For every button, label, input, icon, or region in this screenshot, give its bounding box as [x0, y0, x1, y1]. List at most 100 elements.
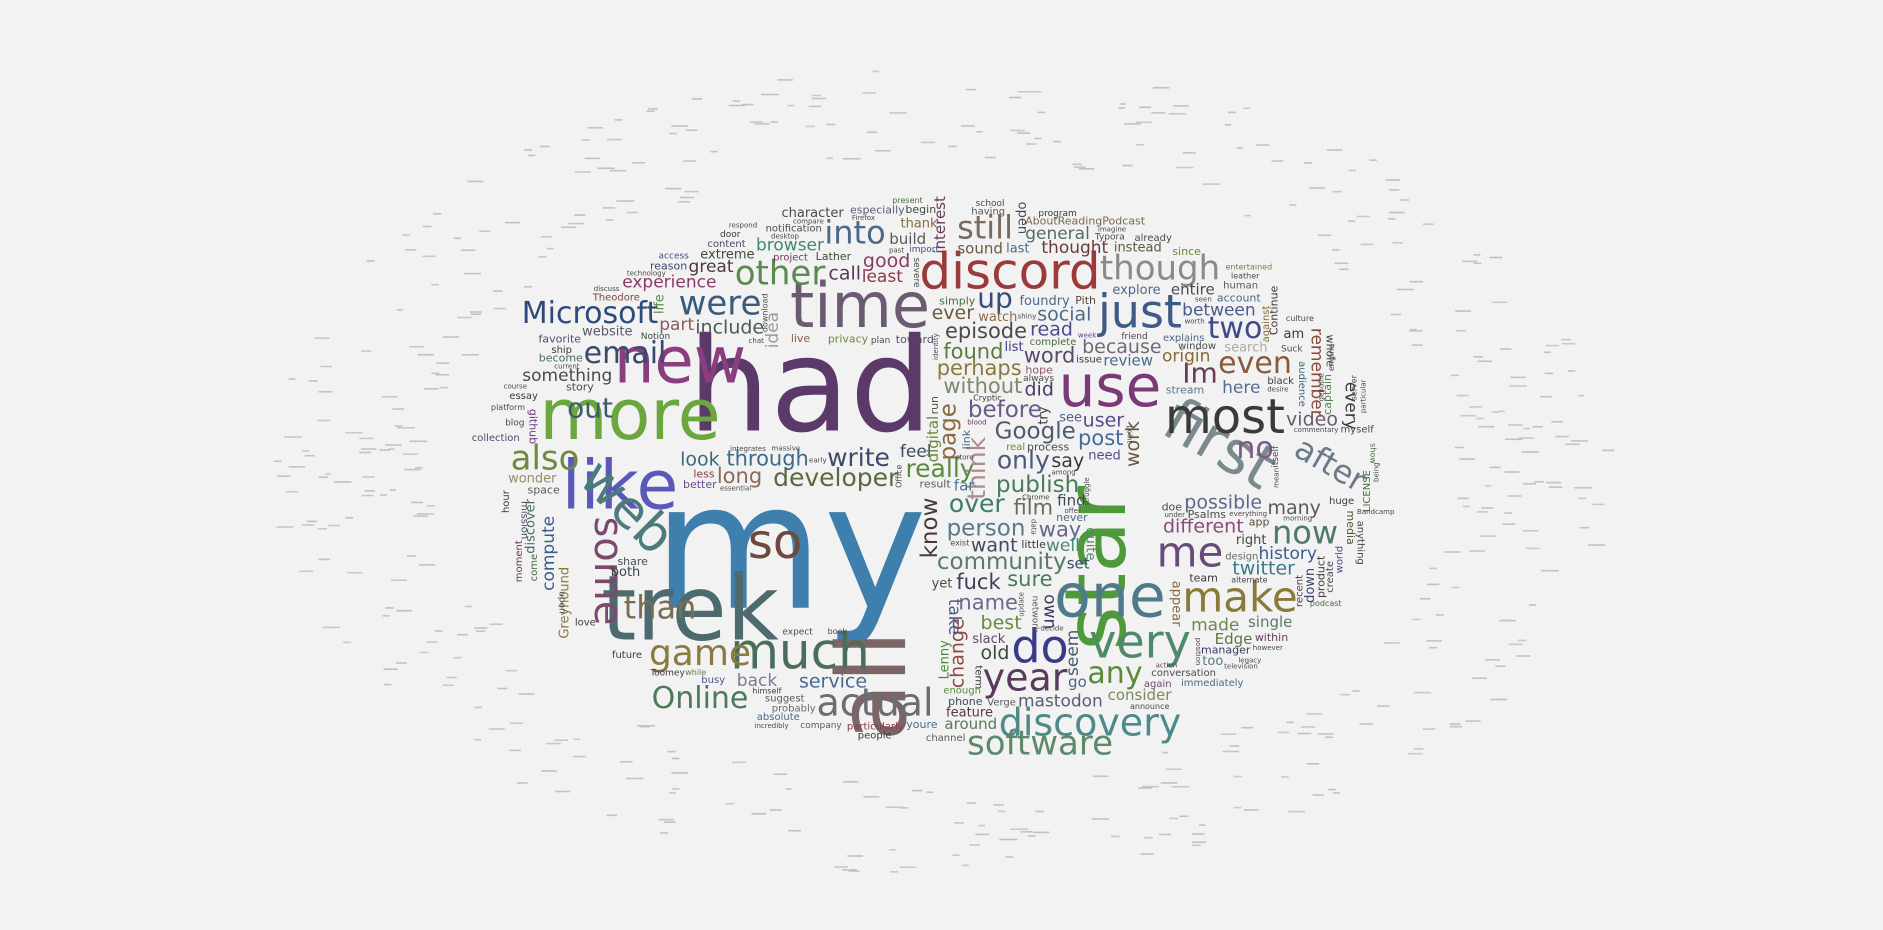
cloud-word: change — [947, 618, 969, 688]
cloud-speck — [911, 789, 923, 792]
cloud-word: am — [1283, 327, 1304, 342]
cloud-word: morning — [1283, 515, 1312, 523]
cloud-speck — [683, 160, 696, 162]
cloud-word: whole — [1323, 335, 1336, 368]
cloud-word: shiny — [1018, 313, 1037, 321]
cloud-word: enough — [943, 686, 981, 697]
cloud-speck — [1449, 723, 1461, 725]
cloud-speck — [453, 237, 462, 240]
cloud-word: yet — [932, 576, 953, 591]
cloud-speck — [1202, 183, 1220, 185]
cloud-word: everything — [1229, 510, 1267, 518]
cloud-speck — [640, 726, 650, 728]
cloud-speck — [1152, 87, 1170, 89]
cloud-speck — [1422, 223, 1434, 225]
cloud-speck — [1339, 268, 1349, 271]
cloud-word: seen — [1195, 296, 1212, 304]
cloud-speck — [1325, 736, 1333, 738]
cloud-word: without — [943, 374, 1022, 398]
cloud-speck — [1455, 329, 1467, 332]
cloud-speck — [1334, 262, 1349, 265]
cloud-speck — [646, 110, 655, 112]
cloud-speck — [474, 706, 482, 709]
cloud-speck — [1507, 495, 1522, 497]
cloud-speck — [1578, 497, 1587, 500]
cloud-speck — [672, 757, 680, 760]
cloud-word: person — [947, 516, 1026, 542]
cloud-speck — [826, 157, 834, 160]
cloud-speck — [952, 854, 960, 856]
cloud-word: one — [1054, 561, 1166, 631]
cloud-speck — [1332, 792, 1340, 794]
cloud-word: Psalms — [1188, 508, 1227, 521]
cloud-speck — [318, 391, 333, 393]
cloud-speck — [1173, 105, 1189, 107]
cloud-speck — [1286, 721, 1294, 724]
cloud-word: app — [1249, 515, 1270, 528]
cloud-word: massive — [771, 445, 800, 453]
cloud-speck — [1399, 199, 1410, 201]
cloud-speck — [360, 448, 377, 450]
cloud-word: while — [685, 668, 706, 677]
cloud-word: itself — [1271, 445, 1281, 468]
cloud-speck — [1561, 338, 1571, 341]
cloud-speck — [1369, 159, 1377, 161]
cloud-word: still — [957, 209, 1013, 247]
cloud-speck — [1473, 254, 1481, 256]
cloud-word: last — [1006, 241, 1029, 256]
cloud-word: entire — [1171, 281, 1215, 299]
cloud-speck — [464, 605, 472, 608]
cloud-speck — [1490, 698, 1507, 701]
cloud-speck — [1504, 512, 1513, 514]
cloud-speck — [1602, 449, 1615, 452]
cloud-word: share — [617, 555, 648, 568]
cloud-speck — [948, 145, 957, 148]
cloud-word: less — [693, 468, 715, 481]
cloud-speck — [1565, 443, 1580, 446]
cloud-speck — [1396, 288, 1415, 291]
cloud-speck — [453, 656, 462, 659]
cloud-word: space — [527, 483, 560, 496]
cloud-word: begin — [905, 203, 936, 216]
cloud-word: plan — [871, 336, 890, 346]
cloud-word: worth — [1185, 318, 1205, 326]
cloud-speck — [1555, 435, 1569, 438]
cloud-speck — [345, 431, 363, 434]
cloud-speck — [1074, 166, 1086, 168]
cloud-speck — [605, 219, 614, 221]
cloud-word: do — [1011, 620, 1068, 674]
cloud-word: story — [566, 381, 594, 394]
cloud-word: single — [1248, 613, 1292, 631]
cloud-speck — [961, 864, 969, 867]
cloud-speck — [663, 821, 676, 823]
cloud-speck — [1010, 129, 1025, 132]
cloud-word: into — [824, 214, 885, 252]
cloud-word: immediately — [1181, 678, 1244, 689]
cloud-speck — [1517, 639, 1527, 642]
cloud-word: here — [1222, 378, 1260, 398]
cloud-speck — [1236, 147, 1243, 149]
cloud-word: find — [1057, 492, 1085, 510]
cloud-speck — [1574, 487, 1592, 489]
cloud-word: again — [1144, 679, 1172, 690]
cloud-speck — [446, 676, 457, 679]
cloud-word: access — [659, 251, 690, 261]
cloud-speck — [581, 139, 591, 141]
cloud-speck — [648, 108, 658, 110]
cloud-speck — [1411, 344, 1423, 346]
cloud-speck — [1281, 776, 1289, 778]
cloud-speck — [1332, 190, 1342, 193]
cloud-speck — [1469, 550, 1485, 552]
cloud-speck — [1457, 497, 1469, 500]
cloud-word: action — [1156, 662, 1178, 670]
cloud-speck — [984, 156, 996, 159]
cloud-word: toward — [896, 333, 934, 346]
cloud-word: than — [624, 589, 697, 627]
cloud-speck — [442, 684, 454, 686]
cloud-speck — [327, 524, 341, 527]
cloud-word: store — [956, 453, 974, 461]
cloud-word: sure — [1007, 567, 1052, 591]
cloud-word: digital — [924, 416, 942, 463]
cloud-word: browser — [756, 236, 824, 256]
cloud-speck — [1460, 414, 1476, 417]
